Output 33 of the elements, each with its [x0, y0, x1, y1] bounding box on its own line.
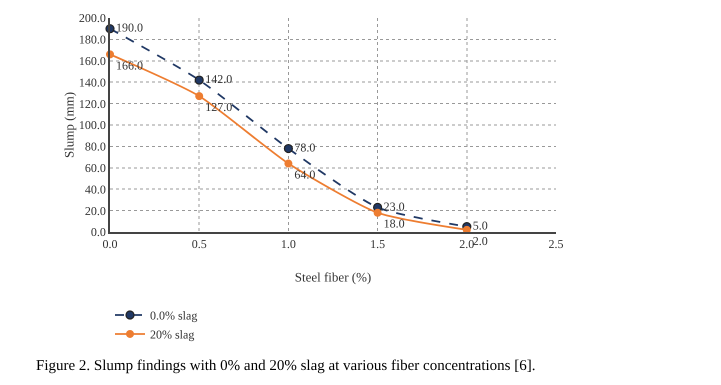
- data-label: 18.0: [384, 216, 405, 231]
- data-label: 23.0: [384, 199, 405, 214]
- x-tick-label: 1.5: [370, 237, 386, 252]
- x-axis-title: Steel fiber (%): [294, 270, 372, 284]
- y-tick-label: 0.0: [90, 225, 106, 240]
- point: [194, 75, 204, 85]
- y-axis-title: Slump (mm): [62, 92, 76, 158]
- y-tick-label: 40.0: [84, 182, 106, 196]
- y-tick-label: 100.0: [78, 118, 106, 132]
- y-tick-label: 140.0: [78, 75, 106, 90]
- y-tick-label: 180.0: [78, 32, 106, 47]
- y-tick-label: 20.0: [84, 204, 106, 218]
- x-tick-label: 0.5: [192, 237, 207, 252]
- y-tick-label: 80.0: [84, 140, 106, 154]
- caption: Figure 2. Slump findings with 0% and 20% slag at various fiber concentrations [6].: [36, 358, 536, 374]
- data-label: 5.0: [472, 218, 488, 233]
- point: [284, 144, 293, 154]
- legend-label: 20% slag: [150, 328, 194, 342]
- y-tick-label: 120.0: [78, 96, 106, 111]
- y-tick-label: 60.0: [84, 161, 106, 175]
- x-tick-label: 2.0: [459, 237, 474, 252]
- x-tick-label: 0.0: [102, 237, 118, 252]
- data-label: 190.0: [116, 20, 143, 35]
- data-label: 78.0: [294, 140, 316, 155]
- x-tick-label: 1.0: [280, 237, 296, 252]
- point: [284, 160, 292, 168]
- y-tick-label: 200.0: [78, 11, 106, 26]
- point: [374, 208, 382, 217]
- data-label: 142.0: [205, 72, 232, 86]
- legend-label: 0.0% slag: [150, 308, 198, 323]
- x-tick-label: 2.5: [548, 237, 564, 252]
- point: [195, 92, 204, 100]
- y-tick-label: 160.0: [78, 54, 106, 68]
